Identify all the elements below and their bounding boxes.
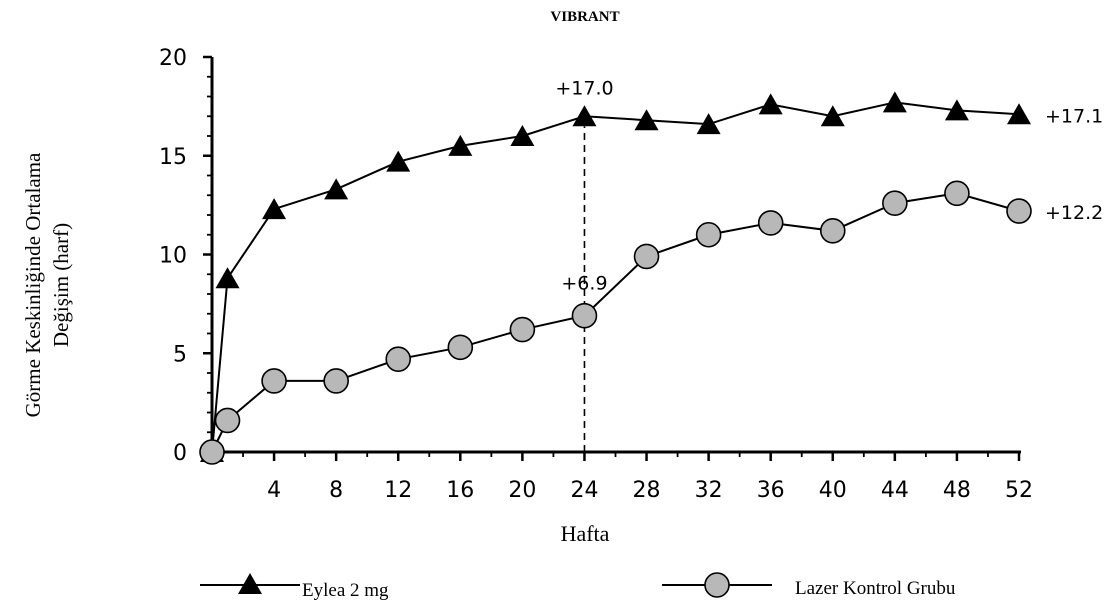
- legend-label-eylea: Eylea 2 mg: [302, 580, 389, 601]
- annotation-label: +12.2: [1045, 202, 1103, 224]
- series-1-point: [820, 105, 845, 127]
- y-tick-label: 15: [159, 145, 187, 170]
- series-1-point: [758, 93, 783, 115]
- legend-triangle-icon: [238, 573, 262, 594]
- series-1-point: [386, 150, 411, 172]
- y-axis-title: Görme Keskinliğinde Ortalama Değişim (ha…: [21, 152, 73, 417]
- x-axis-title: Hafta: [561, 521, 610, 546]
- series-1-point: [324, 178, 349, 200]
- series-line-2: [211, 192, 1020, 453]
- x-tick-label: 40: [819, 478, 847, 503]
- series-2-point: [882, 190, 908, 216]
- series-2-point: [571, 302, 598, 329]
- series-1-point: [510, 125, 535, 146]
- legend-circle-icon: [704, 572, 730, 598]
- y-tick-label: 10: [159, 244, 187, 269]
- series-2-point: [214, 407, 241, 434]
- legend-item-lazer: Lazer Kontrol Grubu: [662, 572, 956, 599]
- series-2-point: [261, 368, 287, 394]
- legend-label-lazer: Lazer Kontrol Grubu: [795, 578, 956, 599]
- series-1-point: [882, 91, 907, 113]
- series-1-point: [215, 267, 240, 289]
- legend: Eylea 2 mg Lazer Kontrol Grubu: [200, 572, 956, 601]
- x-tick-label: 8: [329, 478, 343, 503]
- series-1-point: [634, 109, 659, 131]
- x-tick-label: 52: [1005, 478, 1033, 503]
- y-axis-title-line1: Görme Keskinliğinde Ortalama: [21, 152, 45, 417]
- series-1-point: [572, 105, 597, 127]
- series-2-point: [199, 439, 225, 465]
- series-1-point: [262, 198, 287, 220]
- annotation-label: +6.9: [561, 273, 607, 295]
- x-tick-label: 48: [943, 478, 971, 503]
- x-tick-label: 28: [633, 478, 661, 503]
- y-tick-label: 5: [173, 342, 187, 367]
- x-tick-label: 32: [695, 478, 723, 503]
- series-2-point: [323, 368, 349, 394]
- annotations: +17.0 +6.9 +17.1 +12.2: [555, 77, 1103, 294]
- series-2-point: [385, 346, 412, 372]
- series-2-point: [757, 210, 784, 236]
- series-2-point: [819, 218, 846, 244]
- series-2-point: [695, 221, 722, 248]
- series-2-point: [1006, 198, 1032, 224]
- x-tick-label: 44: [881, 478, 909, 503]
- chart-title: VIBRANT: [550, 9, 619, 25]
- x-tick-label: 36: [757, 478, 785, 503]
- series-2-point: [944, 180, 970, 207]
- y-axis-title-line2: Değişim (harf): [49, 223, 73, 347]
- x-tick-label: 20: [508, 478, 536, 503]
- annotation-label: +17.0: [555, 77, 613, 99]
- series-1-point: [696, 113, 721, 135]
- y-tick-label: 20: [159, 46, 187, 71]
- series-1-point: [448, 134, 473, 156]
- x-tick-label: 16: [446, 478, 474, 503]
- y-tick-label: 0: [173, 441, 187, 466]
- series-2-point: [447, 334, 474, 361]
- series-layer: [199, 91, 1032, 465]
- series-1-point: [1007, 103, 1031, 125]
- x-tick-label: 24: [570, 478, 598, 503]
- legend-item-eylea: Eylea 2 mg: [200, 573, 389, 601]
- series-2-point: [509, 316, 536, 343]
- annotation-label: +17.1: [1045, 105, 1103, 127]
- series-2-point: [633, 243, 660, 270]
- series-line-1: [211, 101, 1020, 453]
- x-tick-label: 4: [267, 478, 281, 503]
- series-1-point: [944, 99, 969, 121]
- x-tick-label: 12: [384, 478, 412, 503]
